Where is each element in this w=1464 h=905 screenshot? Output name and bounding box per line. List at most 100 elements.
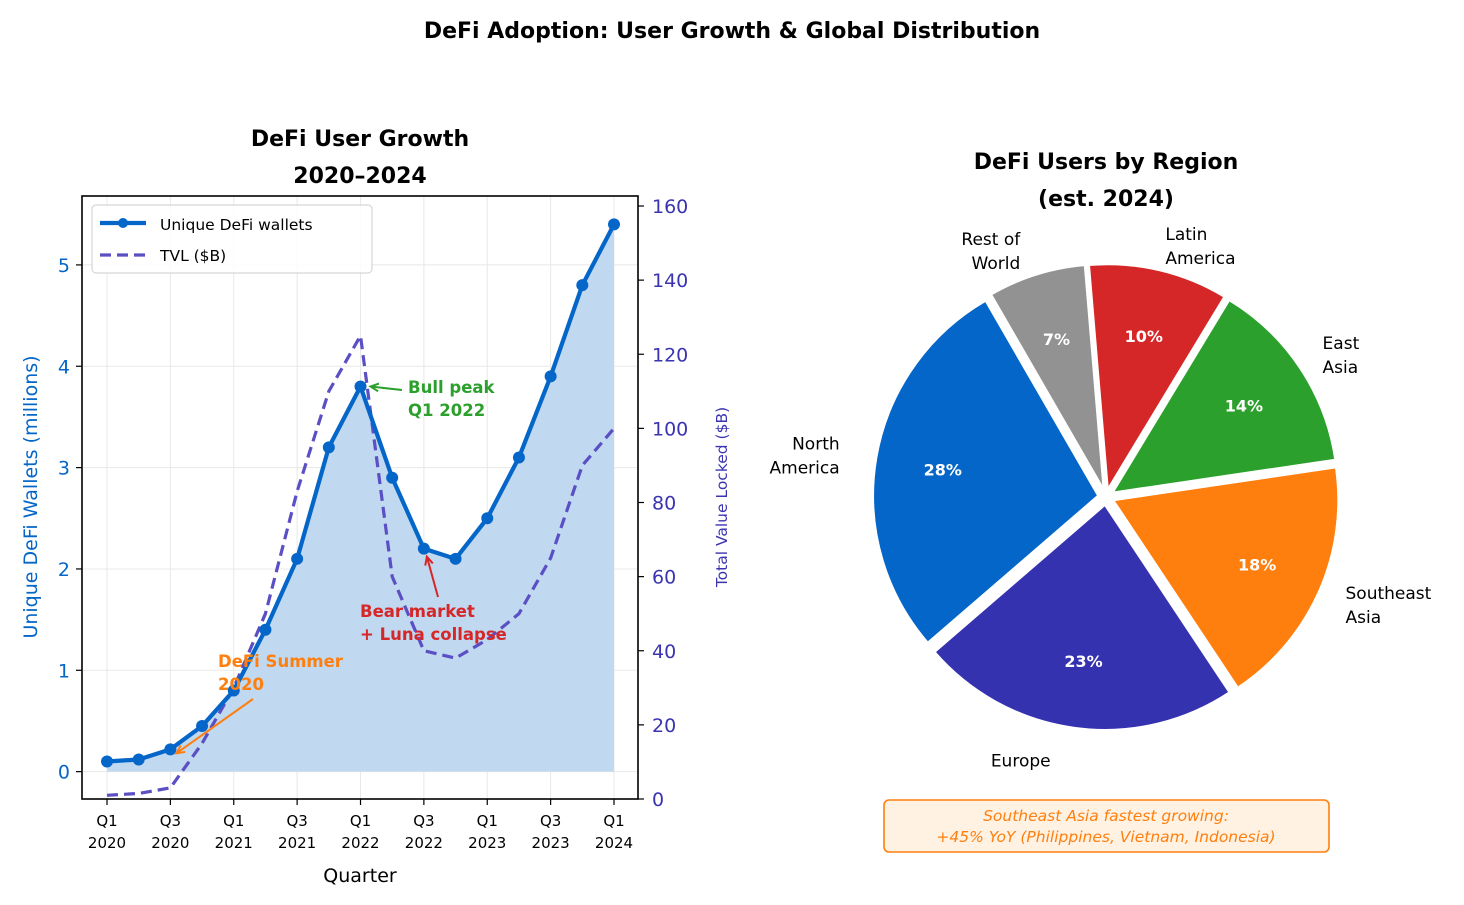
y2-tick-label: 100 <box>652 418 688 440</box>
annotation-bull-line1: Bull peak <box>408 378 496 397</box>
pie-slice-rest-of-world <box>989 264 1105 490</box>
pie-slice-north-america <box>872 299 1100 645</box>
pie-category-label: America <box>770 459 840 479</box>
y-axis-right: 0 20 40 60 80 100 120 140 160 <box>638 196 688 811</box>
legend-tvl-label: TVL ($B) <box>159 247 226 265</box>
wallets-data-point <box>576 279 589 292</box>
pie-pct-label: 7% <box>1043 330 1070 349</box>
pie-category-label: East <box>1323 334 1360 354</box>
annotation-arrowhead <box>424 554 434 566</box>
y-axis-right-label: Total Value Locked ($B) <box>713 407 731 588</box>
x-tick-label-year: 2023 <box>532 834 570 852</box>
annotation-arrow <box>175 698 254 755</box>
x-tick-label-quarter: Q3 <box>540 812 561 830</box>
pie-pct-label: 18% <box>1238 555 1276 574</box>
x-tick-label-year: 2020 <box>151 834 189 852</box>
annotation-arrow <box>370 385 403 391</box>
x-tick-label-quarter: Q3 <box>160 812 181 830</box>
y2-tick-label: 0 <box>652 789 664 811</box>
pie-chart-title-line1: DeFi Users by Region <box>974 150 1239 175</box>
wallets-data-point <box>227 684 240 697</box>
wallets-data-point <box>354 380 367 393</box>
x-tick-label-year: 2020 <box>88 834 126 852</box>
pie-category-label: Southeast <box>1346 584 1432 604</box>
x-tick-label-quarter: Q1 <box>477 812 498 830</box>
wallets-markers <box>101 218 620 768</box>
x-tick-label-year: 2022 <box>405 834 443 852</box>
wallets-data-point <box>608 218 620 231</box>
pie-pct-label: 28% <box>924 460 962 479</box>
wallets-data-point <box>386 471 399 484</box>
figure-suptitle: DeFi Adoption: User Growth & Global Dist… <box>424 19 1040 44</box>
y-tick-label: 3 <box>58 458 70 480</box>
x-tick-label-quarter: Q1 <box>603 812 624 830</box>
y-tick-label: 1 <box>58 660 70 682</box>
y2-tick-label: 80 <box>652 493 676 515</box>
y-tick-label: 5 <box>58 255 70 277</box>
annotation-arrowhead <box>368 382 380 393</box>
pie-category-label: Europe <box>991 752 1051 772</box>
annotation-bull-line2: Q1 2022 <box>408 401 485 420</box>
wallets-data-point <box>132 753 145 766</box>
wallets-data-point <box>544 370 557 383</box>
pie-note-line1: Southeast Asia fastest growing: <box>983 807 1229 825</box>
x-tick-label-year: 2021 <box>215 834 253 852</box>
annotation-summer-line1: DeFi Summer <box>218 652 344 671</box>
pie-pct-label: 23% <box>1064 652 1102 671</box>
y2-tick-label: 140 <box>652 270 688 292</box>
annotation-arrowhead <box>174 744 186 755</box>
y2-tick-label: 20 <box>652 715 676 737</box>
x-tick-label-year: 2023 <box>468 834 506 852</box>
pie-category-label: Asia <box>1346 608 1382 628</box>
line-chart-title-line2: 2020–2024 <box>293 164 426 189</box>
pie-slice-latin-america <box>1087 263 1226 493</box>
y2-tick-label: 40 <box>652 641 676 663</box>
wallets-data-point <box>291 552 304 565</box>
x-tick-label-quarter: Q3 <box>286 812 307 830</box>
line-chart: DeFi User Growth 2020–2024 Bull peak Q1 2… <box>20 127 731 887</box>
y-tick-label: 0 <box>58 762 70 784</box>
annotation-bear-line1: Bear market <box>360 602 475 621</box>
pie-chart-title-line2: (est. 2024) <box>1038 187 1174 212</box>
pie-category-label: World <box>972 254 1021 274</box>
y-axis-left-label: Unique DeFi Wallets (millions) <box>20 355 42 638</box>
pie-pct-label: 10% <box>1125 327 1163 346</box>
pie-category-label: Latin <box>1165 225 1207 245</box>
annotation-bear-line2: + Luna collapse <box>360 625 507 644</box>
tvl-series-line <box>106 330 616 797</box>
pie-labels: 28% North America 23% Europe 18% Southeast Asia… <box>770 225 1432 772</box>
x-tick-label-year: 2021 <box>278 834 316 852</box>
y2-tick-label: 160 <box>652 196 688 218</box>
x-tick-label-quarter: Q1 <box>350 812 371 830</box>
wallets-data-point <box>101 755 113 768</box>
pie-category-label: North <box>792 435 840 455</box>
x-axis: Q1 2020 Q3 2020 Q1 2021 Q3 2021 Q1 2022 Q3 2022 Q1 20… <box>88 799 633 852</box>
wallets-data-point <box>481 512 494 525</box>
annotations: Bull peak Q1 2022 Bear market + Luna collap… <box>174 378 507 755</box>
y-axis-left: 0 1 2 3 4 5 <box>58 255 82 784</box>
x-tick-label-year: 2024 <box>595 834 633 852</box>
x-tick-label-year: 2022 <box>341 834 379 852</box>
y-tick-label: 2 <box>58 559 70 581</box>
y2-tick-label: 60 <box>652 567 676 589</box>
y2-tick-label: 120 <box>652 344 688 366</box>
pie-category-label: Asia <box>1323 358 1359 378</box>
x-axis-label: Quarter <box>323 865 397 887</box>
legend-wallets-label: Unique DeFi wallets <box>160 216 313 234</box>
wallets-data-point <box>449 552 462 565</box>
pie-pct-label: 14% <box>1225 396 1263 415</box>
wallets-data-point <box>512 451 525 464</box>
legend-wallets-marker <box>118 218 128 228</box>
pie-note-line2: +45% YoY (Philippines, Vietnam, Indonesi… <box>936 828 1275 846</box>
pie-note-box <box>883 799 1330 853</box>
wallets-area-fill <box>107 224 614 772</box>
pie-category-label: Rest of <box>961 230 1021 250</box>
x-tick-label-quarter: Q1 <box>223 812 244 830</box>
pie-slice-southeast-asia <box>1111 466 1340 690</box>
wallets-data-point <box>196 720 209 733</box>
y-tick-label: 4 <box>58 356 70 378</box>
pie-slice-east-asia <box>1110 298 1337 494</box>
legend-box <box>91 204 373 274</box>
wallets-data-point <box>417 542 430 555</box>
